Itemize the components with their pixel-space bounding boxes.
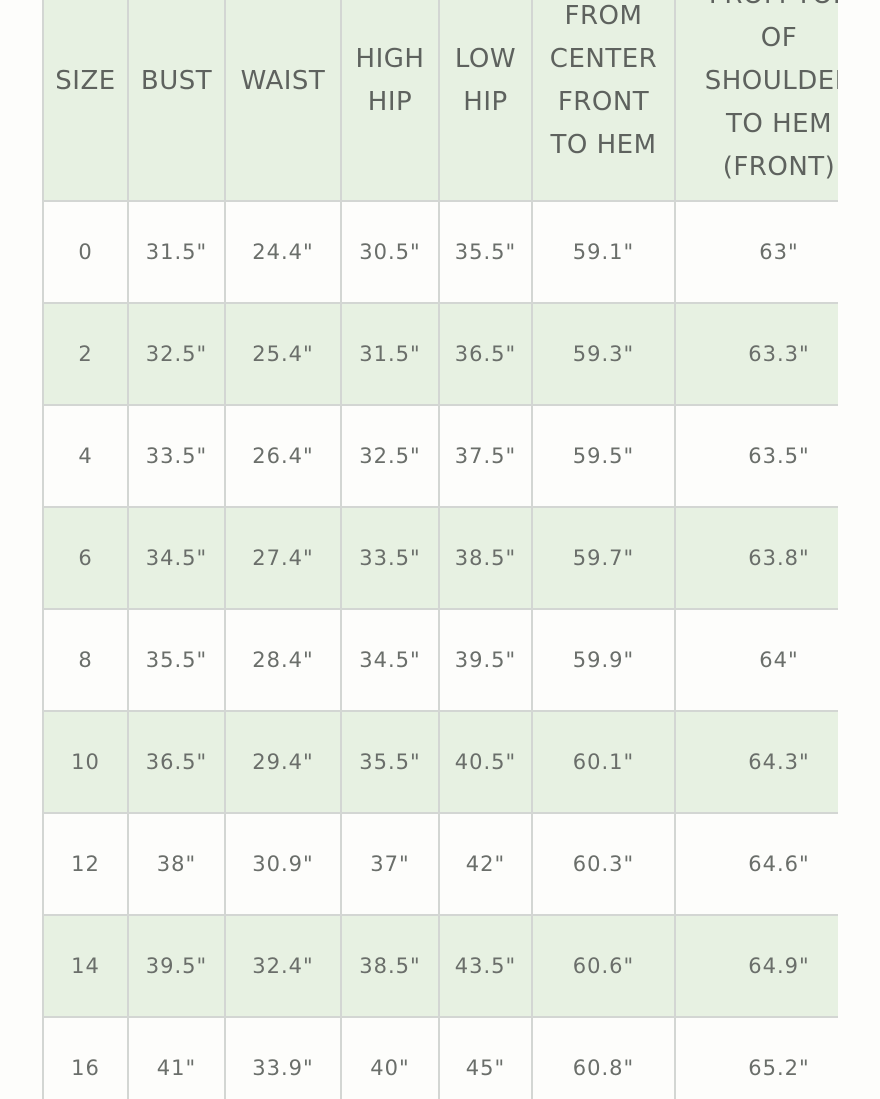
cell-high-hip: 33.5" bbox=[340, 506, 440, 610]
cell-bust: 31.5" bbox=[127, 200, 226, 304]
header-line: FROM bbox=[564, 1, 643, 31]
cell-size: 8 bbox=[42, 608, 129, 712]
cell-bust: 41" bbox=[127, 1016, 226, 1099]
cell-center-front-to-hem: 60.6" bbox=[531, 914, 676, 1018]
column-header-waist: WAIST bbox=[224, 0, 342, 202]
column-header-low-hip: LOW HIP bbox=[438, 0, 533, 202]
cell-shoulder-to-hem-front: 64" bbox=[674, 608, 838, 712]
cell-bust: 34.5" bbox=[127, 506, 226, 610]
column-header-bust: BUST bbox=[127, 0, 226, 202]
cell-center-front-to-hem: 59.7" bbox=[531, 506, 676, 610]
header-line: WAIST bbox=[240, 65, 326, 96]
cell-waist: 24.4" bbox=[224, 200, 342, 304]
header-line: FROM TOP bbox=[676, 0, 838, 17]
size-chart-table: SIZE BUST WAIST HIGH HIP LOW HIP FROM CENTER FRON… bbox=[42, 0, 838, 1099]
cell-low-hip: 45" bbox=[438, 1016, 533, 1099]
cell-low-hip: 38.5" bbox=[438, 506, 533, 610]
header-line: SIZE bbox=[55, 65, 116, 96]
table-row: 10 36.5" 29.4" 35.5" 40.5" 60.1" 64.3" bbox=[42, 710, 838, 814]
header-line: OF bbox=[760, 22, 798, 53]
cell-bust: 38" bbox=[127, 812, 226, 916]
cell-size: 0 bbox=[42, 200, 129, 304]
cell-waist: 26.4" bbox=[224, 404, 342, 508]
cell-size: 4 bbox=[42, 404, 129, 508]
header-line: BUST bbox=[140, 65, 213, 96]
header-line: SHOULDER bbox=[704, 65, 838, 96]
header-line: TO HEM bbox=[725, 108, 833, 139]
cell-center-front-to-hem: 59.3" bbox=[531, 302, 676, 406]
cell-center-front-to-hem: 59.9" bbox=[531, 608, 676, 712]
cell-center-front-to-hem: 60.1" bbox=[531, 710, 676, 814]
cell-size: 16 bbox=[42, 1016, 129, 1099]
cell-high-hip: 31.5" bbox=[340, 302, 440, 406]
cell-shoulder-to-hem-front: 63" bbox=[674, 200, 838, 304]
cell-shoulder-to-hem-front: 63.5" bbox=[674, 404, 838, 508]
cell-size: 14 bbox=[42, 914, 129, 1018]
header-line: TO HEM bbox=[550, 130, 657, 160]
cell-shoulder-to-hem-front: 63.8" bbox=[674, 506, 838, 610]
cell-low-hip: 36.5" bbox=[438, 302, 533, 406]
header-line: (FRONT) bbox=[722, 151, 836, 182]
cell-size: 6 bbox=[42, 506, 129, 610]
cell-low-hip: 37.5" bbox=[438, 404, 533, 508]
column-header-center-front-to-hem: FROM CENTER FRONT TO HEM bbox=[531, 0, 676, 202]
cell-low-hip: 40.5" bbox=[438, 710, 533, 814]
cell-shoulder-to-hem-front: 64.9" bbox=[674, 914, 838, 1018]
cell-shoulder-to-hem-front: 64.3" bbox=[674, 710, 838, 814]
table-row: 16 41" 33.9" 40" 45" 60.8" 65.2" bbox=[42, 1016, 838, 1099]
cell-waist: 27.4" bbox=[224, 506, 342, 610]
cell-size: 12 bbox=[42, 812, 129, 916]
cell-waist: 33.9" bbox=[224, 1016, 342, 1099]
cell-waist: 25.4" bbox=[224, 302, 342, 406]
table-row: 12 38" 30.9" 37" 42" 60.3" 64.6" bbox=[42, 812, 838, 916]
header-line: LOW bbox=[454, 44, 517, 74]
table-row: 14 39.5" 32.4" 38.5" 43.5" 60.6" 64.9" bbox=[42, 914, 838, 1018]
table-row: 2 32.5" 25.4" 31.5" 36.5" 59.3" 63.3" bbox=[42, 302, 838, 406]
cell-low-hip: 35.5" bbox=[438, 200, 533, 304]
cell-high-hip: 34.5" bbox=[340, 608, 440, 712]
cell-bust: 32.5" bbox=[127, 302, 226, 406]
cell-bust: 35.5" bbox=[127, 608, 226, 712]
column-header-size: SIZE bbox=[42, 0, 129, 202]
header-line: HIP bbox=[463, 87, 508, 117]
table-row: 0 31.5" 24.4" 30.5" 35.5" 59.1" 63" bbox=[42, 200, 838, 304]
header-line: HIP bbox=[367, 87, 413, 117]
column-header-high-hip: HIGH HIP bbox=[340, 0, 440, 202]
cell-bust: 39.5" bbox=[127, 914, 226, 1018]
cell-shoulder-to-hem-front: 63.3" bbox=[674, 302, 838, 406]
table-row: 6 34.5" 27.4" 33.5" 38.5" 59.7" 63.8" bbox=[42, 506, 838, 610]
table-row: 4 33.5" 26.4" 32.5" 37.5" 59.5" 63.5" bbox=[42, 404, 838, 508]
cell-low-hip: 43.5" bbox=[438, 914, 533, 1018]
cell-waist: 29.4" bbox=[224, 710, 342, 814]
cell-waist: 28.4" bbox=[224, 608, 342, 712]
cell-center-front-to-hem: 60.3" bbox=[531, 812, 676, 916]
cell-size: 10 bbox=[42, 710, 129, 814]
cell-shoulder-to-hem-front: 64.6" bbox=[674, 812, 838, 916]
header-line: HIGH bbox=[355, 44, 425, 74]
cell-size: 2 bbox=[42, 302, 129, 406]
size-chart-container: SIZE BUST WAIST HIGH HIP LOW HIP FROM CENTER FRON… bbox=[42, 0, 838, 1099]
cell-bust: 36.5" bbox=[127, 710, 226, 814]
cell-center-front-to-hem: 60.8" bbox=[531, 1016, 676, 1099]
cell-bust: 33.5" bbox=[127, 404, 226, 508]
cell-low-hip: 39.5" bbox=[438, 608, 533, 712]
header-line: FRONT bbox=[557, 87, 650, 117]
table-row: 8 35.5" 28.4" 34.5" 39.5" 59.9" 64" bbox=[42, 608, 838, 712]
column-header-shoulder-to-hem-front: FROM TOP OF SHOULDER TO HEM (FRONT) bbox=[674, 0, 838, 202]
cell-high-hip: 37" bbox=[340, 812, 440, 916]
cell-high-hip: 35.5" bbox=[340, 710, 440, 814]
cell-low-hip: 42" bbox=[438, 812, 533, 916]
cell-high-hip: 32.5" bbox=[340, 404, 440, 508]
cell-waist: 32.4" bbox=[224, 914, 342, 1018]
header-line: CENTER bbox=[549, 44, 658, 74]
cell-waist: 30.9" bbox=[224, 812, 342, 916]
cell-high-hip: 40" bbox=[340, 1016, 440, 1099]
cell-center-front-to-hem: 59.5" bbox=[531, 404, 676, 508]
cell-shoulder-to-hem-front: 65.2" bbox=[674, 1016, 838, 1099]
header-row: SIZE BUST WAIST HIGH HIP LOW HIP FROM CENTER FRON… bbox=[42, 0, 838, 202]
cell-high-hip: 30.5" bbox=[340, 200, 440, 304]
cell-high-hip: 38.5" bbox=[340, 914, 440, 1018]
cell-center-front-to-hem: 59.1" bbox=[531, 200, 676, 304]
